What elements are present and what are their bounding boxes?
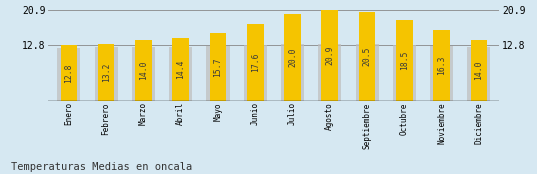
Bar (169, 48, 192, 101)
Text: Temperaturas Medias en oncala: Temperaturas Medias en oncala (11, 162, 192, 172)
Text: 20.5: 20.5 (362, 47, 372, 66)
Bar (355, 44, 379, 101)
Bar (359, 12, 375, 101)
Bar (470, 40, 487, 101)
Bar (247, 24, 264, 101)
Text: 18.5: 18.5 (400, 51, 409, 70)
Bar (61, 45, 77, 101)
Text: 20.9: 20.9 (325, 46, 335, 65)
Bar (322, 10, 338, 101)
Bar (57, 48, 81, 101)
Bar (135, 40, 152, 101)
Text: 13.2: 13.2 (101, 62, 111, 82)
Text: 14.4: 14.4 (176, 60, 185, 79)
Bar (172, 38, 189, 101)
Bar (318, 44, 342, 101)
Text: 15.7: 15.7 (213, 57, 222, 77)
Bar (98, 44, 114, 101)
Text: 12.8: 12.8 (64, 63, 74, 83)
Bar (396, 20, 412, 101)
Text: 17.6: 17.6 (251, 53, 260, 72)
Bar (467, 47, 490, 101)
Bar (281, 44, 304, 101)
Bar (95, 48, 118, 101)
Bar (393, 45, 416, 101)
Bar (132, 47, 155, 101)
Bar (430, 46, 453, 101)
Text: 20.0: 20.0 (288, 48, 297, 67)
Text: 16.3: 16.3 (437, 56, 446, 75)
Bar (209, 33, 226, 101)
Bar (433, 30, 450, 101)
Bar (206, 46, 229, 101)
Text: 14.0: 14.0 (139, 61, 148, 80)
Bar (244, 45, 267, 101)
Bar (284, 14, 301, 101)
Text: 14.0: 14.0 (474, 61, 483, 80)
